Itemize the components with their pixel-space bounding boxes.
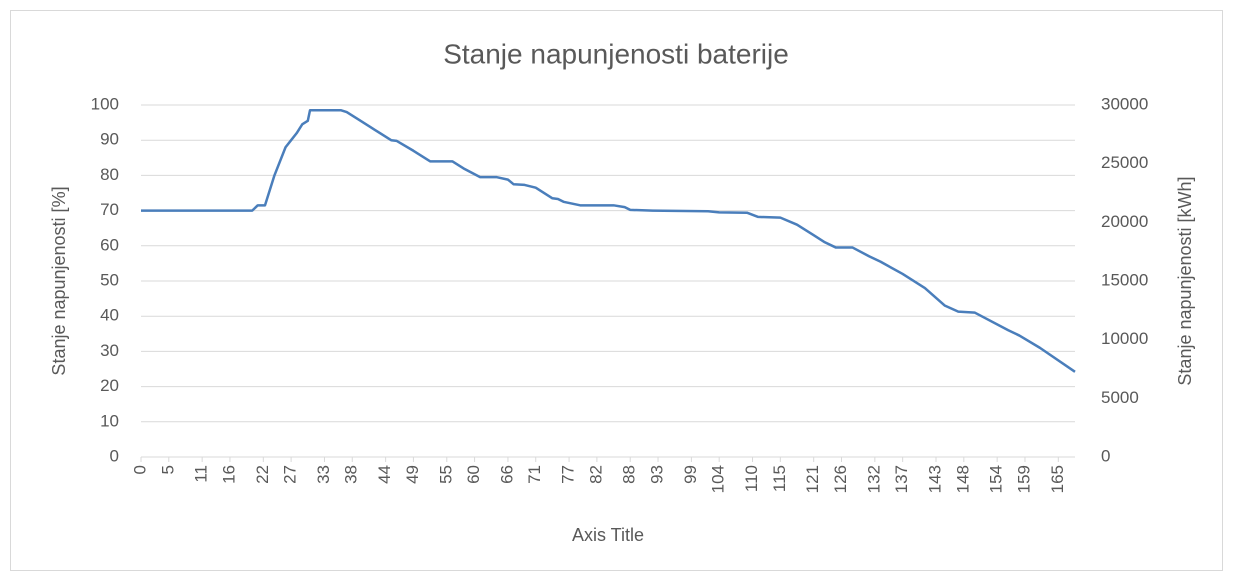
x-tick-label: 132 bbox=[864, 465, 883, 493]
x-tick-label: 22 bbox=[253, 465, 272, 484]
x-tick-label: 60 bbox=[464, 465, 483, 484]
x-tick-label: 154 bbox=[987, 465, 1006, 493]
chart-border bbox=[10, 10, 1223, 571]
y-tick-label: 40 bbox=[100, 306, 119, 325]
x-tick-label: 143 bbox=[925, 465, 944, 493]
x-tick-label: 44 bbox=[375, 465, 394, 484]
y2-tick-label: 25000 bbox=[1101, 153, 1148, 172]
x-tick-label: 148 bbox=[953, 465, 972, 493]
x-tick-label: 104 bbox=[709, 465, 728, 493]
x-tick-label: 121 bbox=[803, 465, 822, 493]
x-tick-label: 82 bbox=[586, 465, 605, 484]
x-tick-label: 55 bbox=[436, 465, 455, 484]
x-tick-label: 5 bbox=[158, 465, 177, 474]
y-tick-label: 0 bbox=[110, 446, 119, 465]
y2-tick-label: 5000 bbox=[1101, 388, 1139, 407]
x-tick-label: 137 bbox=[892, 465, 911, 493]
y2-tick-label: 30000 bbox=[1101, 94, 1148, 113]
y2-tick-label: 0 bbox=[1101, 446, 1110, 465]
y-axis-title: Stanje napunjenosti [%] bbox=[49, 186, 69, 375]
y2-axis-title: Stanje napunjenosti [kWh] bbox=[1175, 176, 1195, 385]
y2-tick-label: 15000 bbox=[1101, 270, 1148, 289]
x-tick-label: 77 bbox=[559, 465, 578, 484]
x-tick-label: 110 bbox=[742, 465, 761, 492]
y-tick-label: 60 bbox=[100, 235, 119, 254]
x-axis-title: Axis Title bbox=[572, 525, 644, 545]
x-tick-label: 99 bbox=[681, 465, 700, 484]
x-tick-label: 33 bbox=[314, 465, 333, 484]
y-tick-label: 50 bbox=[100, 270, 119, 289]
series-line bbox=[141, 109, 1076, 373]
y2-tick-label: 10000 bbox=[1101, 329, 1148, 348]
y-tick-label: 20 bbox=[100, 376, 119, 395]
x-tick-label: 165 bbox=[1048, 465, 1067, 493]
x-tick-label: 0 bbox=[130, 465, 149, 474]
y-tick-label: 70 bbox=[100, 200, 119, 219]
x-tick-label: 49 bbox=[403, 465, 422, 484]
x-tick-label: 66 bbox=[497, 465, 516, 484]
x-tick-label: 126 bbox=[831, 465, 850, 493]
y-tick-label: 80 bbox=[100, 165, 119, 184]
x-tick-label: 16 bbox=[219, 465, 238, 484]
y-tick-label: 30 bbox=[100, 341, 119, 360]
chart-title: Stanje napunjenosti baterije bbox=[443, 38, 789, 69]
x-tick-label: 27 bbox=[281, 465, 300, 484]
y-tick-label: 100 bbox=[91, 94, 119, 113]
x-tick-label: 11 bbox=[192, 465, 211, 483]
y-tick-label: 10 bbox=[100, 411, 119, 430]
x-tick-label: 93 bbox=[648, 465, 667, 484]
x-tick-label: 71 bbox=[525, 465, 544, 484]
x-tick-label: 38 bbox=[342, 465, 361, 484]
x-tick-label: 159 bbox=[1014, 465, 1033, 493]
y-tick-label: 90 bbox=[100, 130, 119, 149]
y2-tick-label: 20000 bbox=[1101, 212, 1148, 231]
x-tick-label: 88 bbox=[620, 465, 639, 484]
x-tick-label: 115 bbox=[770, 465, 789, 492]
